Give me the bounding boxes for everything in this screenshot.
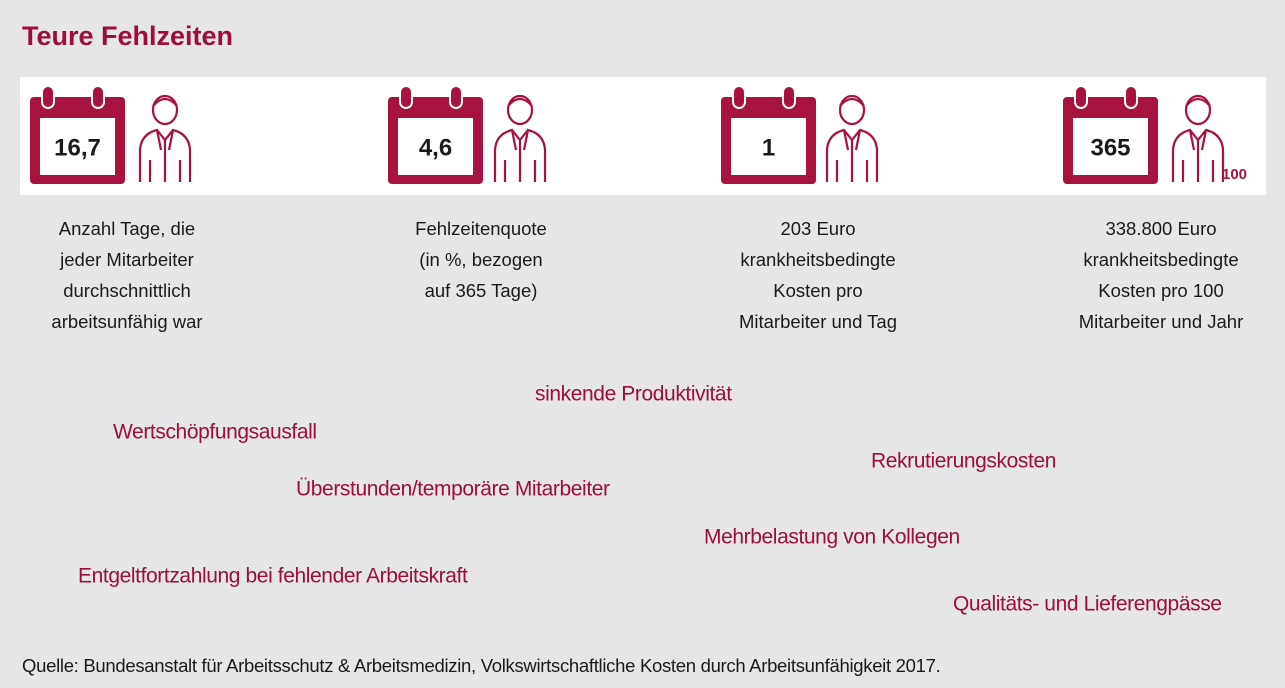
calendar-ring — [732, 85, 746, 109]
person-hair — [507, 97, 533, 107]
stat-description: jeder Mitarbeiter — [59, 249, 194, 270]
page-title: Teure Fehlzeiten — [22, 21, 233, 51]
calendar-icon: 16,7 — [30, 85, 125, 184]
source-note: Quelle: Bundesanstalt für Arbeitsschutz … — [22, 655, 940, 676]
icon-band — [20, 77, 1266, 195]
calendar-page — [1073, 118, 1148, 175]
stat-description: 338.800 Euro — [1105, 218, 1216, 239]
stat-description: krankheitsbedingte — [1083, 249, 1238, 270]
cost-factor: Rekrutierungskosten — [871, 450, 1056, 473]
stat-description: Fehlzeitenquote — [415, 218, 547, 239]
calendar-page — [40, 118, 115, 175]
person-hair — [1185, 97, 1211, 107]
stat-description: Mitarbeiter und Jahr — [1079, 311, 1244, 332]
calendar-icon: 1 — [721, 85, 816, 184]
cost-factor: sinkende Produktivität — [535, 383, 732, 406]
stat-description: (in %, bezogen — [419, 249, 542, 270]
calendar-ring — [41, 85, 55, 109]
stat-description: arbeitsunfähig war — [51, 311, 202, 332]
calendar-value: 4,6 — [419, 134, 452, 161]
calendar-icon: 365 — [1063, 85, 1158, 184]
person-details — [835, 129, 869, 182]
cost-factor: Qualitäts- und Lieferengpässe — [953, 593, 1222, 616]
stat-description: Kosten pro 100 — [1098, 280, 1223, 301]
person-details — [1181, 129, 1215, 182]
cost-factor: Entgeltfortzahlung bei fehlender Arbeits… — [78, 565, 468, 588]
calendar-page — [731, 118, 806, 175]
person-icon — [1171, 94, 1225, 182]
person-head — [1184, 94, 1212, 126]
stat-description: Anzahl Tage, die — [59, 218, 195, 239]
calendar-value: 1 — [762, 134, 775, 161]
person-icon — [493, 94, 547, 182]
stat-description: durchschnittlich — [63, 280, 191, 301]
calendar-page — [398, 118, 473, 175]
stat-description: 203 Euro — [780, 218, 855, 239]
calendar-ring — [1074, 85, 1088, 109]
stat-description: Mitarbeiter und Tag — [739, 311, 897, 332]
person-head — [151, 94, 179, 126]
person-hair — [839, 97, 865, 107]
calendar-ring — [399, 85, 413, 109]
person-icon — [138, 94, 192, 182]
stat-description: auf 365 Tage) — [425, 280, 538, 301]
calendar-value: 16,7 — [54, 134, 101, 161]
calendar-ring — [1124, 85, 1138, 109]
calendar-icon: 4,6 — [388, 85, 483, 184]
person-head — [506, 94, 534, 126]
calendar-ring — [782, 85, 796, 109]
calendar-ring — [449, 85, 463, 109]
stat-description: Kosten pro — [773, 280, 862, 301]
person-icon — [825, 94, 879, 182]
icon-note: 100 — [1222, 166, 1247, 183]
cost-factor: Mehrbelastung von Kollegen — [704, 526, 960, 549]
stat-description: krankheitsbedingte — [740, 249, 895, 270]
calendar-ring — [91, 85, 105, 109]
cost-factor: Überstunden/temporäre Mitarbeiter — [296, 478, 610, 501]
calendar-value: 365 — [1090, 134, 1130, 161]
person-details — [503, 129, 537, 182]
person-details — [148, 129, 182, 182]
person-hair — [152, 97, 178, 107]
cost-factor: Wertschöpfungsausfall — [113, 421, 317, 444]
person-head — [838, 94, 866, 126]
